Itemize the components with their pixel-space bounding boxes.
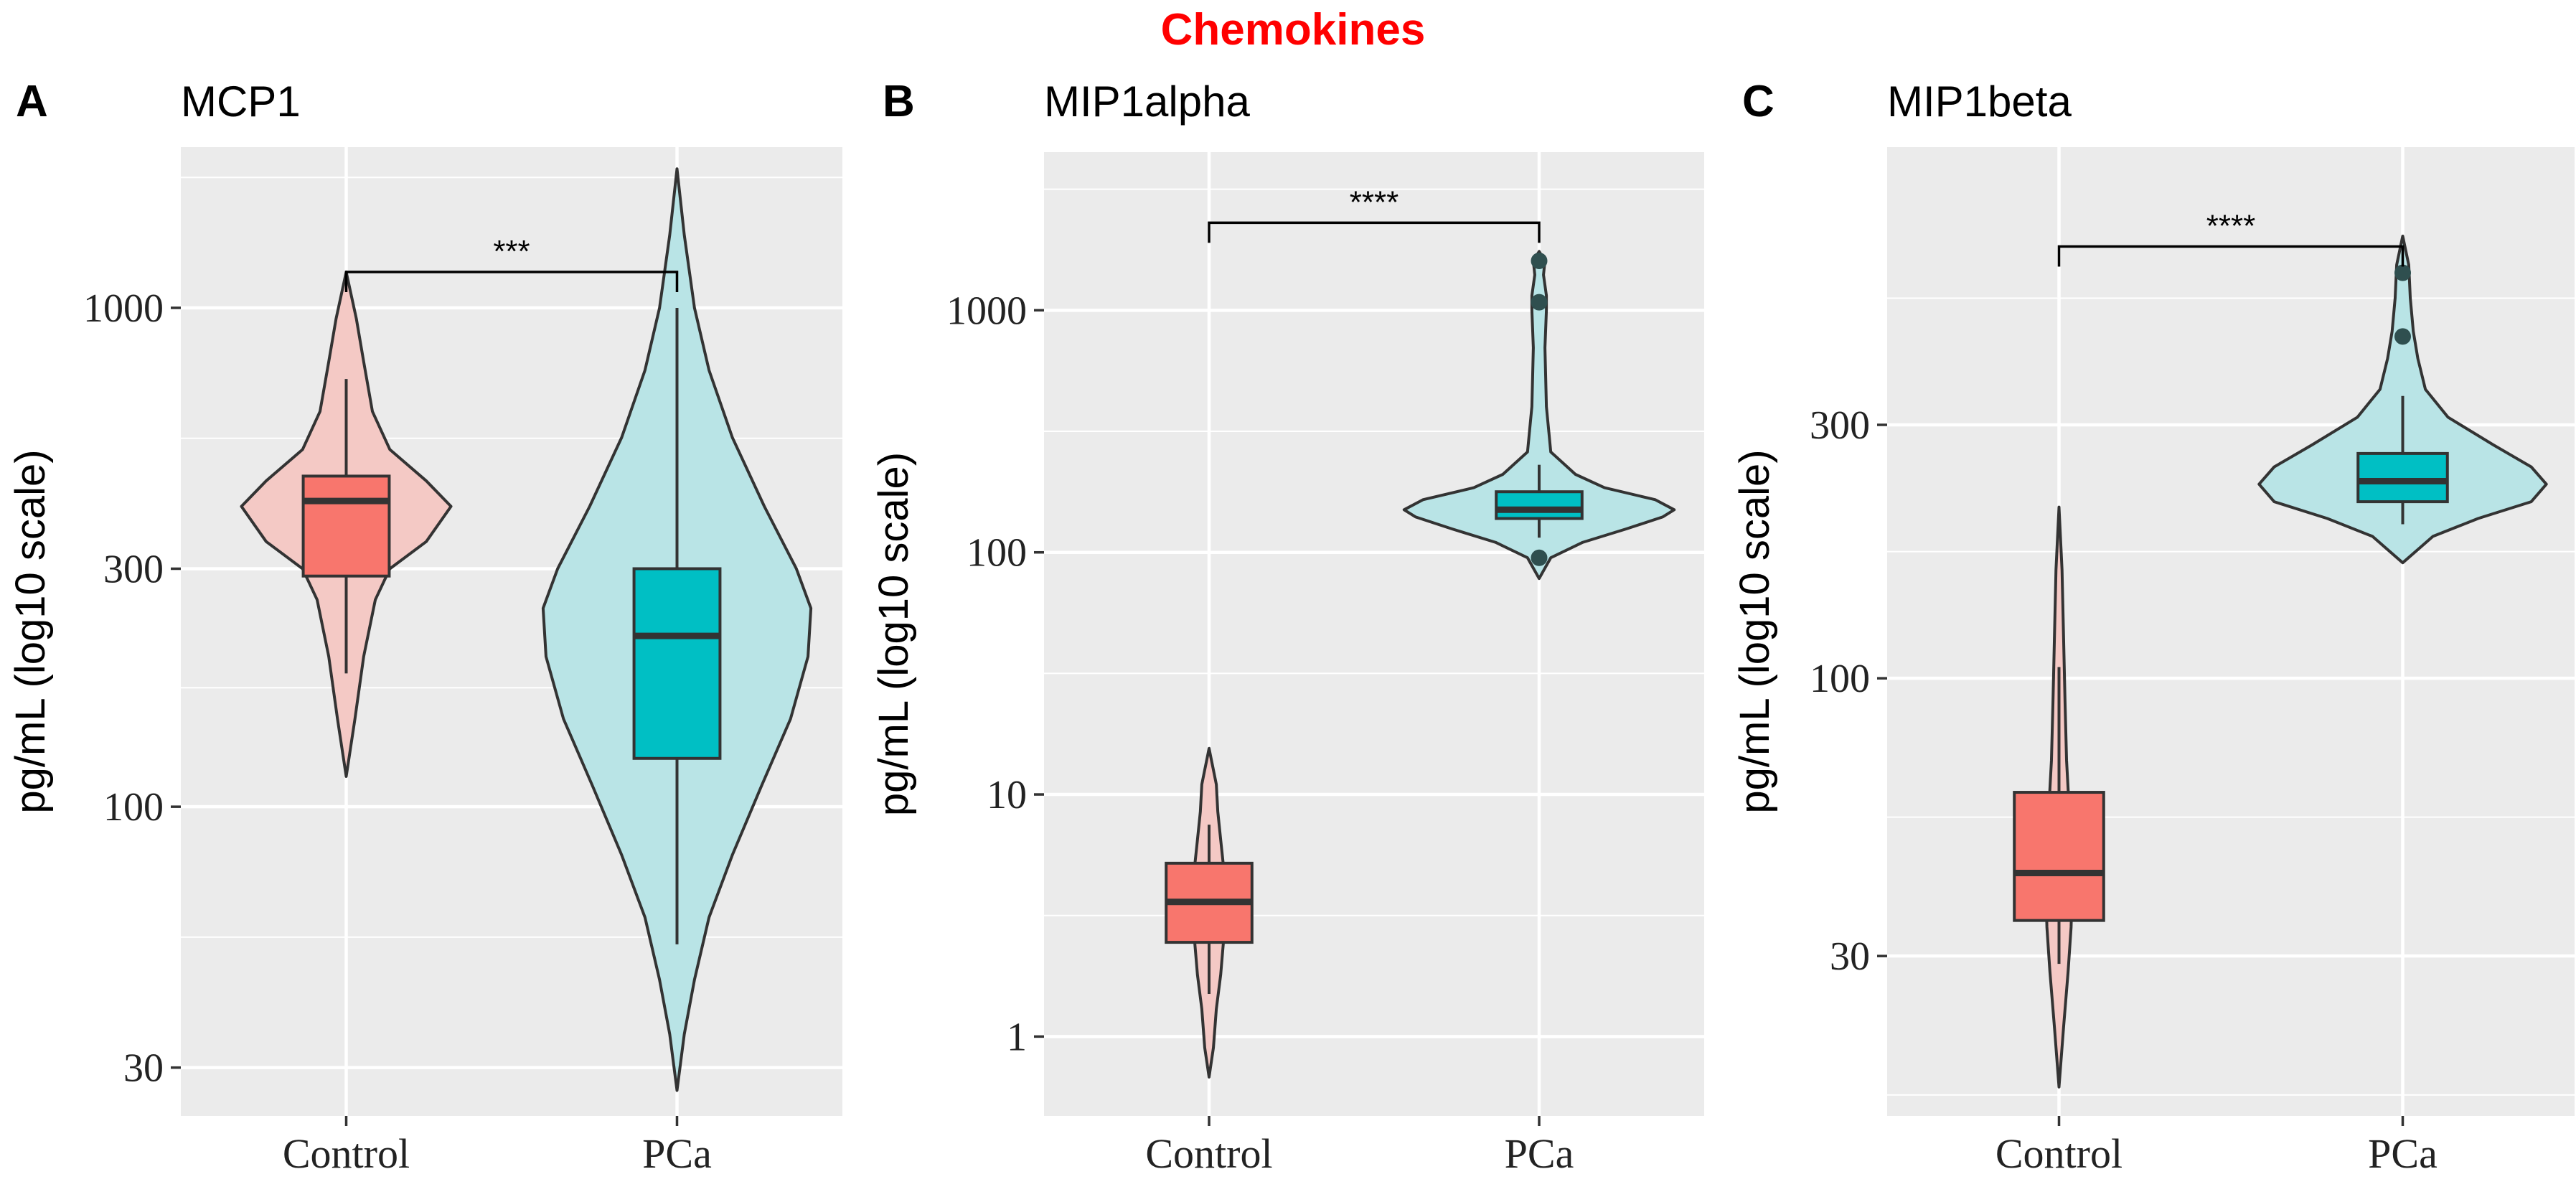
- significance-bracket: [2057, 245, 2405, 267]
- significance-label: ***: [493, 234, 530, 269]
- x-tick-label: Control: [283, 1130, 410, 1177]
- panel-title: MCP1: [181, 78, 301, 126]
- outlier-point: [1531, 252, 1548, 269]
- significance-label: ****: [1350, 184, 1399, 220]
- y-tick-label: 1: [1007, 1015, 1027, 1059]
- group-pca: [1402, 250, 1676, 581]
- x-tick-label: PCa: [642, 1130, 712, 1177]
- outlier-point: [2394, 264, 2411, 281]
- x-axis: Control PCa: [283, 1116, 712, 1177]
- figure-title: Chemokines: [1161, 5, 1426, 55]
- significance-label: ****: [2206, 208, 2256, 243]
- y-tick-label: 10: [987, 773, 1027, 817]
- group-control: [2013, 505, 2105, 1089]
- y-tick-label: 1000: [946, 288, 1027, 333]
- y-tick-label: 100: [1810, 657, 1870, 701]
- x-tick-label: PCa: [1505, 1130, 1574, 1177]
- x-axis: Control PCa: [1145, 1116, 1574, 1177]
- outlier-point: [2394, 328, 2411, 345]
- x-axis: Control PCa: [1996, 1116, 2438, 1177]
- plot-background: [1044, 152, 1704, 1116]
- group-pca: [2257, 234, 2548, 565]
- y-axis-label: pg/mL (log10 scale): [1731, 449, 1778, 813]
- y-tick-label: 30: [123, 1046, 164, 1091]
- x-tick-label: PCa: [2368, 1130, 2438, 1177]
- group-pca: [541, 167, 813, 1092]
- y-axis: 1 10 100 1000: [946, 288, 1044, 1059]
- box: [632, 567, 722, 760]
- group-control: [1165, 746, 1254, 1079]
- panel-title: MIP1beta: [1887, 78, 2072, 126]
- panel-b: **** 1 10 100 1000 Control PCa pg/mL (log10 sca…: [870, 77, 1704, 1177]
- violin: [1402, 250, 1676, 581]
- outlier-point: [1531, 549, 1548, 566]
- significance-bracket: [1208, 221, 1541, 243]
- y-axis-label: pg/mL (log10 scale): [7, 449, 54, 813]
- panel-title: MIP1alpha: [1044, 78, 1250, 126]
- x-tick-label: Control: [1996, 1130, 2123, 1177]
- panel-a: *** 30 100 300 1000 Control PCa pg/mL (log10 sc…: [7, 77, 842, 1177]
- y-tick-label: 30: [1830, 934, 1870, 979]
- box: [301, 474, 391, 578]
- x-tick-label: Control: [1145, 1130, 1272, 1177]
- outlier-point: [1531, 294, 1548, 311]
- y-axis-label: pg/mL (log10 scale): [870, 452, 917, 816]
- y-tick-label: 100: [967, 531, 1027, 576]
- panels: *** 30 100 300 1000 Control PCa pg/mL (log10 sc…: [7, 77, 2575, 1177]
- plot-background: [1887, 147, 2575, 1116]
- panel-letter: A: [16, 77, 48, 126]
- y-tick-label: 1000: [83, 286, 164, 331]
- panel-letter: B: [883, 77, 915, 126]
- y-axis: 30 100 300 1000: [83, 286, 181, 1091]
- y-axis: 30 100 300: [1810, 403, 1887, 979]
- panel-c: **** 30 100 300 Control PCa pg/mL (log10 scale…: [1731, 77, 2575, 1177]
- significance-bracket: [344, 271, 679, 293]
- panel-letter: C: [1742, 77, 1774, 126]
- box: [2356, 451, 2449, 504]
- y-tick-label: 300: [1810, 403, 1870, 448]
- box: [2013, 791, 2105, 922]
- box: [1495, 490, 1584, 520]
- y-tick-label: 300: [103, 547, 164, 591]
- y-tick-label: 100: [103, 785, 164, 830]
